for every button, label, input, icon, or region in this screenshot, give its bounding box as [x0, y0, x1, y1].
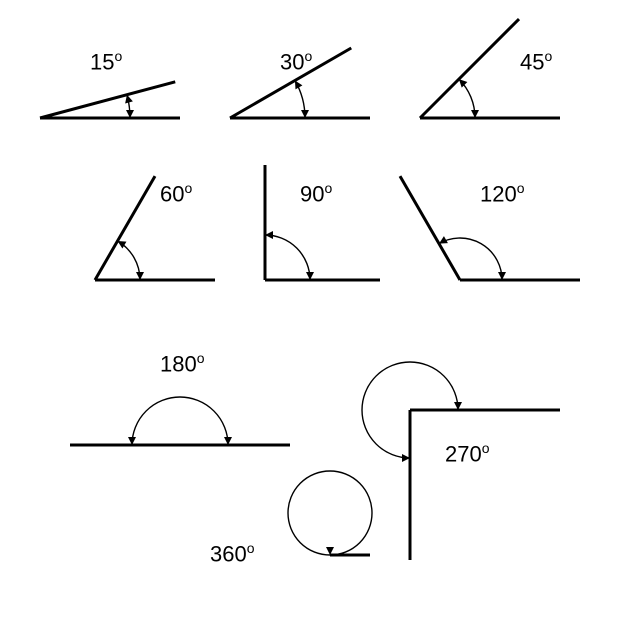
- angle-label-15: 15o: [90, 48, 122, 75]
- angle-value: 90: [300, 181, 324, 206]
- angle-value: 270: [445, 441, 482, 466]
- degree-symbol: o: [324, 180, 332, 196]
- degree-symbol: o: [114, 48, 122, 64]
- degree-symbol: o: [247, 540, 255, 556]
- angle-60: [95, 176, 215, 280]
- angle-value: 180: [160, 351, 197, 376]
- angle-label-30: 30o: [280, 48, 312, 75]
- angle-label-360: 360o: [210, 540, 255, 567]
- degree-symbol: o: [544, 48, 552, 64]
- angle-label-90: 90o: [300, 180, 332, 207]
- angle-value: 120: [480, 181, 517, 206]
- angle-value: 15: [90, 49, 114, 74]
- angle-label-60: 60o: [160, 180, 192, 207]
- angle-value: 60: [160, 181, 184, 206]
- angle-value: 45: [520, 49, 544, 74]
- angle-360: [288, 471, 372, 555]
- degree-symbol: o: [184, 180, 192, 196]
- angle-diagram-canvas: [0, 0, 626, 626]
- degree-symbol: o: [517, 180, 525, 196]
- degree-symbol: o: [304, 48, 312, 64]
- angle-label-45: 45o: [520, 48, 552, 75]
- angle-label-270: 270o: [445, 440, 490, 467]
- angle-value: 360: [210, 541, 247, 566]
- angle-value: 30: [280, 49, 304, 74]
- angle-180: [70, 397, 290, 445]
- angle-15: [40, 82, 180, 118]
- angle-label-120: 120o: [480, 180, 525, 207]
- angle-label-180: 180o: [160, 350, 205, 377]
- degree-symbol: o: [197, 350, 205, 366]
- degree-symbol: o: [482, 440, 490, 456]
